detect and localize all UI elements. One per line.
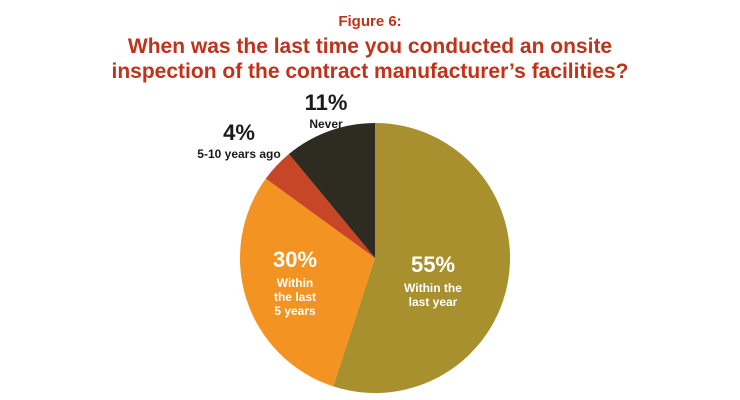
slice-category-label: 5 years <box>274 304 316 318</box>
chart-title: When was the last time you conducted an … <box>0 34 740 84</box>
slice-category-label: 5-10 years ago <box>197 147 280 161</box>
pie-slice <box>288 123 375 258</box>
slice-percent-label: 4% <box>223 120 255 145</box>
figure-label: Figure 6: <box>338 13 402 30</box>
slice-category-label: last year <box>409 295 458 309</box>
chart-title-line-2: inspection of the contract manufacturer’… <box>111 60 629 83</box>
pie-slice <box>265 153 375 258</box>
slice-label: 4% 5-10 years ago <box>197 120 280 161</box>
slice-category-label: Within the <box>404 281 462 295</box>
slice-percent-label: 11% <box>305 90 348 115</box>
pie-slices <box>239 123 511 393</box>
slice-percent-label: 30% <box>273 247 317 272</box>
slice-label: 11% Never <box>305 90 348 131</box>
pie-slice <box>333 123 511 393</box>
slice-category-label: Within <box>277 276 314 290</box>
pie-slice <box>239 178 375 387</box>
slice-category-label: Never <box>309 117 343 131</box>
slice-percent-label: 55% <box>411 252 455 277</box>
chart-title-line-1: When was the last time you conducted an … <box>127 35 613 58</box>
slice-category-label: the last <box>274 290 316 304</box>
